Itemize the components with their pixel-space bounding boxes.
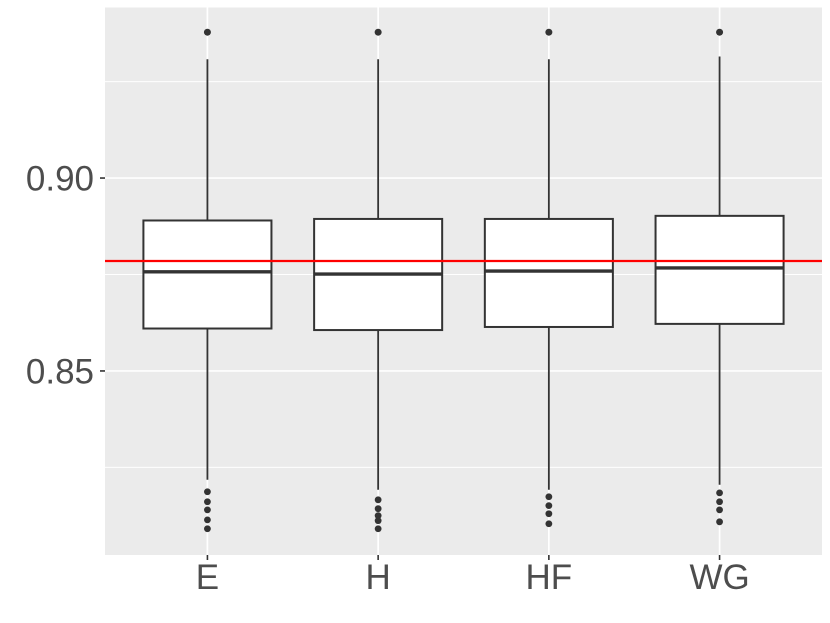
x-axis-label: WG — [689, 558, 749, 597]
outlier-dot-low — [545, 520, 553, 528]
outlier-dot-low — [716, 506, 723, 514]
outlier-dot-low — [716, 489, 723, 497]
box-group-HF — [483, 28, 614, 528]
outlier-dot-high — [203, 28, 211, 36]
outlier-dot-low — [204, 488, 211, 496]
outlier-dot-low — [374, 496, 382, 504]
outlier-dot-low — [374, 525, 382, 533]
outlier-dot-low — [545, 502, 553, 510]
outlier-dot-low — [545, 510, 553, 518]
outlier-dot-high — [545, 28, 553, 36]
box-group-H — [313, 28, 444, 533]
outlier-dot-high — [374, 28, 382, 36]
box-group-E — [142, 28, 273, 533]
box-rect — [483, 217, 614, 328]
outlier-dot-low — [374, 505, 382, 513]
x-axis-label: E — [196, 558, 219, 597]
outlier-dot-low — [204, 516, 211, 524]
outlier-dot-low — [374, 517, 382, 525]
x-axis-label: H — [366, 558, 391, 597]
outlier-dot-high — [716, 28, 724, 36]
y-axis-label: 0.90 — [26, 160, 94, 199]
outlier-dot-low — [204, 506, 211, 514]
box-rect — [142, 219, 273, 330]
outlier-dot-low — [374, 512, 382, 520]
x-axis-label: HF — [526, 558, 573, 597]
box-rect — [654, 214, 785, 325]
outlier-dot-low — [545, 493, 553, 501]
box-group-WG — [654, 28, 785, 526]
outlier-dot-low — [204, 498, 211, 506]
y-axis-label: 0.85 — [26, 353, 94, 392]
outlier-dot-low — [716, 518, 723, 526]
outlier-dot-low — [716, 498, 723, 506]
outlier-dot-low — [204, 525, 211, 533]
